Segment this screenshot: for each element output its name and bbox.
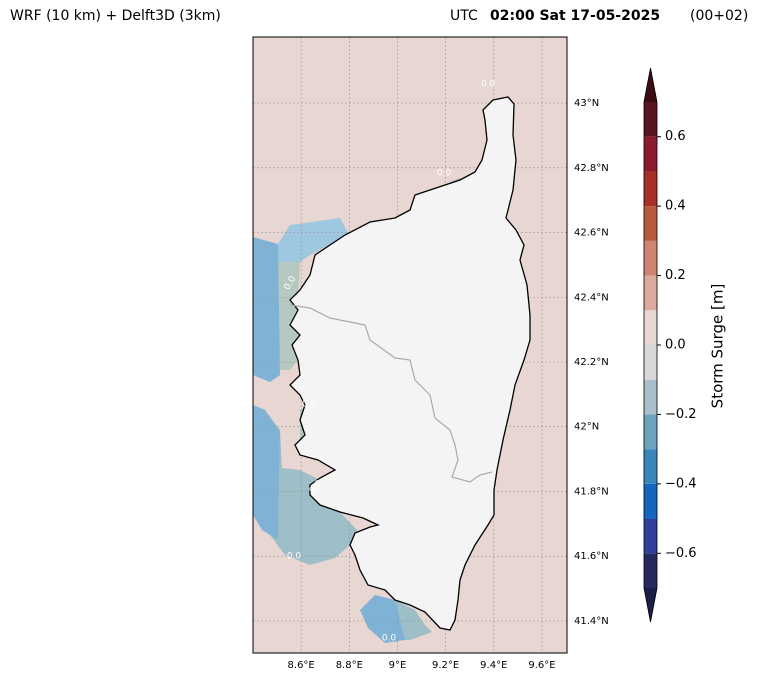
colorbar-segment xyxy=(644,171,657,207)
map-frame xyxy=(252,36,568,654)
corsica xyxy=(289,96,531,631)
contour-label: 0.0 xyxy=(481,80,496,90)
border xyxy=(289,304,493,483)
y-tick-label: 41.8°N xyxy=(574,486,609,497)
utc-label: UTC xyxy=(450,8,478,24)
colorbar-segment xyxy=(644,275,657,311)
colorbar-segment xyxy=(644,136,657,172)
lead-label: (00+02) xyxy=(690,8,748,24)
surge-area xyxy=(278,218,348,262)
x-tick-label: 9.6°E xyxy=(528,660,555,671)
colorbar-segment xyxy=(644,414,657,450)
colorbar-tick-label: 0.6 xyxy=(665,129,686,144)
x-tick-label: 8.6°E xyxy=(288,660,315,671)
x-tick-label: 9°E xyxy=(389,660,407,671)
colorbar-segment xyxy=(644,553,657,588)
y-tick-label: 42.8°N xyxy=(574,163,609,174)
surge-area xyxy=(253,237,280,382)
time-label: 02:00 Sat 17-05-2025 xyxy=(490,8,660,24)
colorbar-segment xyxy=(644,483,657,519)
colorbar-outline xyxy=(643,67,658,623)
y-tick-label: 43°N xyxy=(574,98,599,109)
x-tick-label: 9.4°E xyxy=(480,660,507,671)
contour-label: 0.0 xyxy=(287,552,302,562)
colorbar-tick-label: 0.0 xyxy=(665,338,686,353)
colorbar-segment xyxy=(644,206,657,241)
colorbar-segment xyxy=(644,310,657,345)
y-tick-label: 41.6°N xyxy=(574,551,609,562)
surge-area xyxy=(278,262,300,370)
y-tick-label: 42.4°N xyxy=(574,292,609,303)
colorbar-extend xyxy=(644,68,657,102)
contour-label: 0.0 xyxy=(382,634,397,644)
colorbar-tick-label: 0.4 xyxy=(665,199,686,214)
contour-label: 0.0 xyxy=(437,169,452,179)
y-tick-label: 42.2°N xyxy=(574,357,609,368)
colorbar-segment xyxy=(644,379,657,415)
colorbar-label: Storm Surge [m] xyxy=(709,284,727,409)
colorbar-tick-label: −0.6 xyxy=(665,546,697,561)
y-tick-label: 41.4°N xyxy=(574,616,609,627)
colorbar-segment xyxy=(644,518,657,554)
x-tick-label: 9.2°E xyxy=(432,660,459,671)
colorbar-tick-label: −0.4 xyxy=(665,476,697,491)
map: 0.00.00.00.00.00.00.0 xyxy=(253,37,567,653)
colorbar-segment xyxy=(644,102,657,137)
colorbar-tick-label: 0.2 xyxy=(665,268,686,283)
title: WRF (10 km) + Delft3D (3km) xyxy=(10,8,221,24)
surge-area xyxy=(395,600,432,640)
surge-area xyxy=(253,405,280,540)
y-tick-label: 42.6°N xyxy=(574,228,609,239)
colorbar-segment xyxy=(644,345,657,380)
contour-label: 0.0 xyxy=(302,400,317,410)
x-tick-label: 8.8°E xyxy=(336,660,363,671)
colorbar-tick-label: −0.2 xyxy=(665,407,697,422)
colorbar-extend xyxy=(644,588,657,622)
colorbar-segment xyxy=(644,449,657,484)
y-tick-label: 42°N xyxy=(574,422,599,433)
colorbar-segment xyxy=(644,240,657,276)
